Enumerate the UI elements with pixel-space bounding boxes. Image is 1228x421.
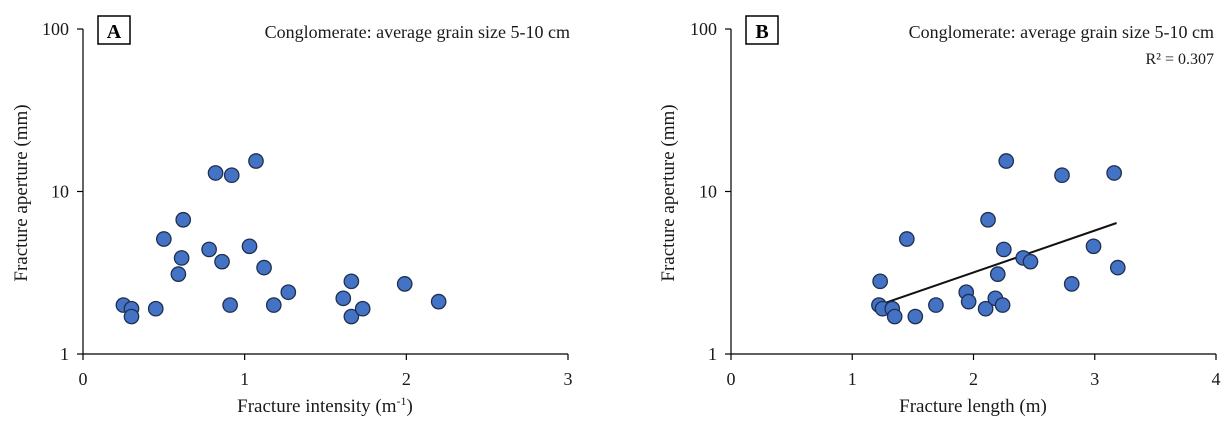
panel-a-data-point [222, 297, 238, 313]
panel-b-r-squared: R² = 0.307 [1146, 51, 1215, 68]
panel-b-data-point [886, 308, 903, 325]
panel-a-data-point [248, 153, 264, 169]
panel-b-data-point [1109, 259, 1126, 276]
panel-a-data-point [343, 308, 360, 325]
panel-a-data-point [430, 293, 447, 310]
panel-b-data-point [989, 266, 1006, 283]
panel-b-trendline [878, 222, 1117, 307]
panel-a-label-box [97, 15, 131, 45]
panel-b: B Conglomerate: average grain size 5-10 … [658, 15, 1215, 417]
panel-b-y-tick-label: 100 [690, 19, 717, 39]
panel-b-data-point [960, 293, 977, 310]
panel-a-data-point [207, 165, 224, 181]
panel-a-x-axis-title: Fracture intensity (m-1) [237, 394, 413, 417]
panel-b-x-tick-label: 2 [969, 369, 978, 389]
panel-a-x-tick-label: 2 [402, 369, 411, 389]
panel-b-data-point [907, 308, 924, 325]
panel-b-data-point [977, 300, 994, 317]
panel-a-data-point [123, 308, 140, 325]
panel-a-y-axis-title: Fracture aperture (mm) [11, 104, 32, 281]
panel-b-data-point [1106, 165, 1123, 181]
panel-b-y-axis-title: Fracture aperture (mm) [658, 104, 679, 281]
panel-a-data-point [214, 253, 230, 270]
panel-a-data-point [175, 211, 192, 228]
panel-b-label-box [745, 15, 779, 45]
panel-b-annotation: Conglomerate: average grain size 5-10 cm [909, 22, 1214, 42]
panel-a: A Conglomerate: average grain size 5-10 … [11, 15, 570, 417]
panel-b-data-point [994, 297, 1011, 313]
panel-b-data-point [1054, 167, 1070, 184]
panel-b-y-tick-label: 10 [699, 182, 717, 202]
panel-a-y-tick-label: 1 [60, 344, 69, 364]
panel-a-data-point [256, 259, 272, 276]
panel-a-data-point [223, 167, 240, 184]
panel-a-data-point [173, 250, 190, 266]
panel-b-data-point [928, 297, 944, 313]
panel-a-data-point [280, 284, 297, 301]
panel-a-annotation: Conglomerate: average grain size 5-10 cm [265, 22, 570, 42]
panel-a-x-axis-title-end: ) [407, 396, 413, 417]
panel-b-label: B [755, 21, 768, 43]
panel-a-y-tick-label: 100 [42, 19, 69, 39]
panel-b-x-tick-label: 4 [1212, 369, 1221, 389]
panel-b-x-tick-label: 3 [1090, 369, 1099, 389]
panel-a-data-point [201, 241, 217, 258]
panel-a-data-point [241, 238, 258, 255]
panel-a-data-point [170, 266, 187, 283]
panel-b-x-tick-label: 1 [848, 369, 857, 389]
panel-a-label: A [107, 21, 122, 43]
panel-b-data-point [980, 211, 996, 228]
panel-a-data-point [396, 276, 413, 292]
panel-a-data-point [265, 297, 282, 313]
panel-a-x-tick-label: 3 [564, 369, 573, 389]
panel-a-data-point [155, 231, 172, 247]
panel-b-y-tick-label: 1 [708, 344, 717, 364]
panel-a-y-tick-label: 10 [51, 182, 69, 202]
panel-b-data-point [1022, 253, 1039, 270]
panel-b-data-point [995, 241, 1012, 258]
panel-b-x-axis-title: Fracture length (m) [899, 396, 1047, 417]
panel-a-data-point [147, 300, 164, 317]
panel-a-x-tick-label: 0 [79, 369, 88, 389]
panel-b-x-tick-label: 0 [727, 369, 736, 389]
panel-b-data-point [998, 153, 1015, 169]
panel-b-data-point [1085, 238, 1102, 255]
panel-b-data-point [872, 273, 888, 290]
panel-a-x-axis-title-main: Fracture intensity (m [237, 396, 397, 417]
panel-b-data-point [898, 231, 915, 247]
panel-a-data-point [354, 300, 371, 317]
panel-a-x-axis-title-sup: -1 [397, 394, 407, 408]
panel-a-data-point [343, 273, 360, 290]
panel-a-x-tick-label: 1 [240, 369, 249, 389]
panel-a-data-point [335, 290, 352, 307]
panel-b-data-point [1063, 276, 1080, 292]
